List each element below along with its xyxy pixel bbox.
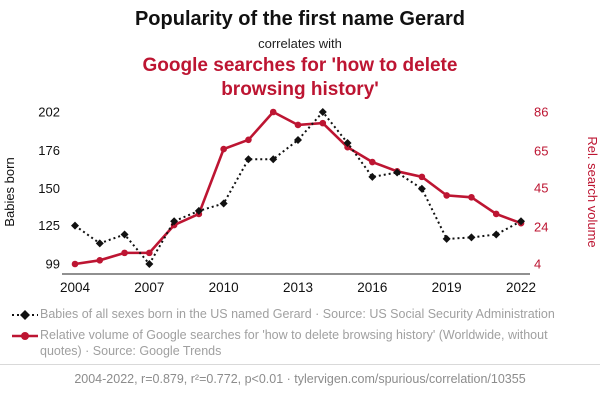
svg-text:Babies born: Babies born — [2, 157, 17, 226]
title-correlate: Google searches for 'how to delete brows… — [142, 55, 458, 100]
svg-text:2013: 2013 — [283, 280, 313, 295]
svg-text:125: 125 — [38, 218, 60, 233]
svg-text:176: 176 — [38, 142, 60, 157]
title-connector: correlates with — [258, 36, 342, 51]
svg-text:2022: 2022 — [506, 280, 536, 295]
svg-text:2016: 2016 — [357, 280, 387, 295]
svg-text:2010: 2010 — [209, 280, 239, 295]
legend-item-searches: Relative volume of Google searches for '… — [10, 327, 586, 359]
svg-text:150: 150 — [38, 181, 60, 196]
svg-text:45: 45 — [534, 180, 548, 195]
chart-canvas: 99 125 150 176 202 4 24 45 65 86 2004 2007 2010 2013 2… — [2, 104, 600, 295]
svg-text:86: 86 — [534, 104, 548, 119]
svg-text:Rel. search volume: Rel. search volume — [585, 136, 600, 247]
legend-item-babies: Babies of all sexes born in the US named… — [10, 306, 586, 322]
red-circle-solid-line-icon — [12, 331, 38, 340]
legend-label-babies: Babies of all sexes born in the US named… — [40, 306, 555, 321]
svg-text:202: 202 — [38, 104, 60, 119]
chart-legend: Babies of all sexes born in the US named… — [0, 300, 600, 359]
svg-text:2004: 2004 — [60, 280, 91, 295]
black-diamond-dotted-line-icon — [12, 309, 38, 320]
legend-label-searches: Relative volume of Google searches for '… — [40, 327, 548, 358]
footer-citation: 2004-2022, r=0.879, r²=0.772, p<0.01 · t… — [0, 363, 600, 386]
svg-text:2007: 2007 — [134, 280, 164, 295]
title-block: Popularity of the first name Gerard corr… — [0, 0, 600, 102]
svg-text:99: 99 — [46, 256, 60, 271]
svg-text:65: 65 — [534, 143, 548, 158]
svg-text:24: 24 — [534, 219, 548, 234]
page-title: Popularity of the first name Gerard — [134, 8, 466, 30]
svg-text:4: 4 — [534, 256, 541, 271]
svg-text:2019: 2019 — [432, 280, 462, 295]
